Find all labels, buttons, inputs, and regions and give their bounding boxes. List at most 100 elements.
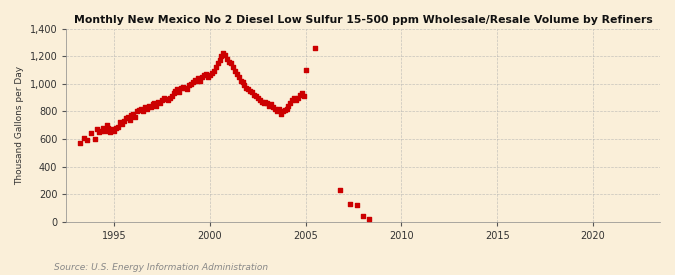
Point [86, 131, 97, 136]
Point [172, 87, 183, 92]
Point [193, 76, 204, 80]
Point [254, 98, 265, 103]
Point [161, 97, 171, 101]
Point [214, 58, 225, 62]
Point [298, 94, 309, 98]
Point [124, 117, 135, 122]
Point [232, 72, 242, 76]
Point [151, 104, 162, 108]
Point [97, 126, 108, 130]
Point [99, 128, 110, 133]
Point [126, 113, 137, 118]
Point [189, 77, 200, 82]
Point [264, 104, 275, 108]
Point [273, 106, 284, 111]
Point [109, 128, 119, 133]
Point [180, 86, 190, 90]
Point [136, 106, 146, 111]
Point [199, 73, 210, 78]
Point [218, 51, 229, 56]
Point [140, 105, 151, 109]
Point [197, 75, 208, 79]
Point [252, 95, 263, 100]
Point [107, 127, 117, 131]
Point [184, 83, 194, 87]
Point [296, 91, 307, 96]
Point [237, 80, 248, 85]
Point [200, 72, 211, 76]
Point [205, 73, 215, 78]
Point [256, 100, 267, 104]
Point [209, 69, 219, 73]
Point [358, 214, 369, 218]
Point [250, 94, 261, 98]
Point [90, 137, 101, 141]
Point [82, 138, 92, 142]
Point [258, 101, 269, 105]
Point [111, 126, 122, 130]
Point [147, 102, 158, 107]
Point [145, 105, 156, 109]
Point [138, 109, 148, 114]
Point [241, 86, 252, 90]
Point [248, 93, 259, 97]
Point [176, 86, 186, 90]
Point [134, 108, 144, 112]
Point [344, 202, 355, 206]
Point [271, 109, 282, 114]
Point [78, 135, 89, 140]
Point [260, 100, 271, 104]
Point [166, 94, 177, 98]
Point [268, 105, 279, 109]
Point [266, 102, 277, 107]
Point [168, 91, 179, 96]
Point [174, 90, 185, 94]
Point [277, 109, 288, 114]
Point [188, 80, 198, 85]
Point [283, 104, 294, 108]
Point [281, 106, 292, 111]
Point [235, 79, 246, 83]
Point [191, 79, 202, 83]
Point [352, 203, 363, 207]
Point [113, 124, 124, 129]
Point [163, 98, 173, 103]
Point [207, 70, 217, 75]
Point [279, 108, 290, 112]
Point [74, 141, 85, 145]
Point [159, 95, 169, 100]
Point [294, 93, 305, 97]
Point [94, 130, 105, 134]
Point [211, 65, 221, 69]
Point [202, 75, 213, 79]
Point [230, 69, 240, 73]
Point [186, 82, 196, 86]
Point [157, 98, 167, 103]
Point [287, 98, 298, 103]
Point [92, 127, 103, 131]
Y-axis label: Thousand Gallons per Day: Thousand Gallons per Day [15, 65, 24, 185]
Point [243, 87, 254, 92]
Point [289, 95, 300, 100]
Point [212, 61, 223, 65]
Point [95, 128, 106, 133]
Point [101, 123, 112, 127]
Point [130, 115, 140, 119]
Point [178, 84, 188, 89]
Point [195, 79, 206, 83]
Point [120, 116, 131, 120]
Point [115, 120, 126, 125]
Title: Monthly New Mexico No 2 Diesel Low Sulfur 15-500 ppm Wholesale/Resale Volume by : Monthly New Mexico No 2 Diesel Low Sulfu… [74, 15, 653, 25]
Point [103, 126, 114, 130]
Point [216, 54, 227, 58]
Point [293, 95, 304, 100]
Point [310, 46, 321, 50]
Point [300, 68, 311, 72]
Point [122, 115, 133, 119]
Point [118, 119, 129, 123]
Point [153, 100, 163, 104]
Point [220, 53, 231, 57]
Point [225, 61, 236, 65]
Point [164, 95, 175, 100]
Point [141, 106, 152, 111]
